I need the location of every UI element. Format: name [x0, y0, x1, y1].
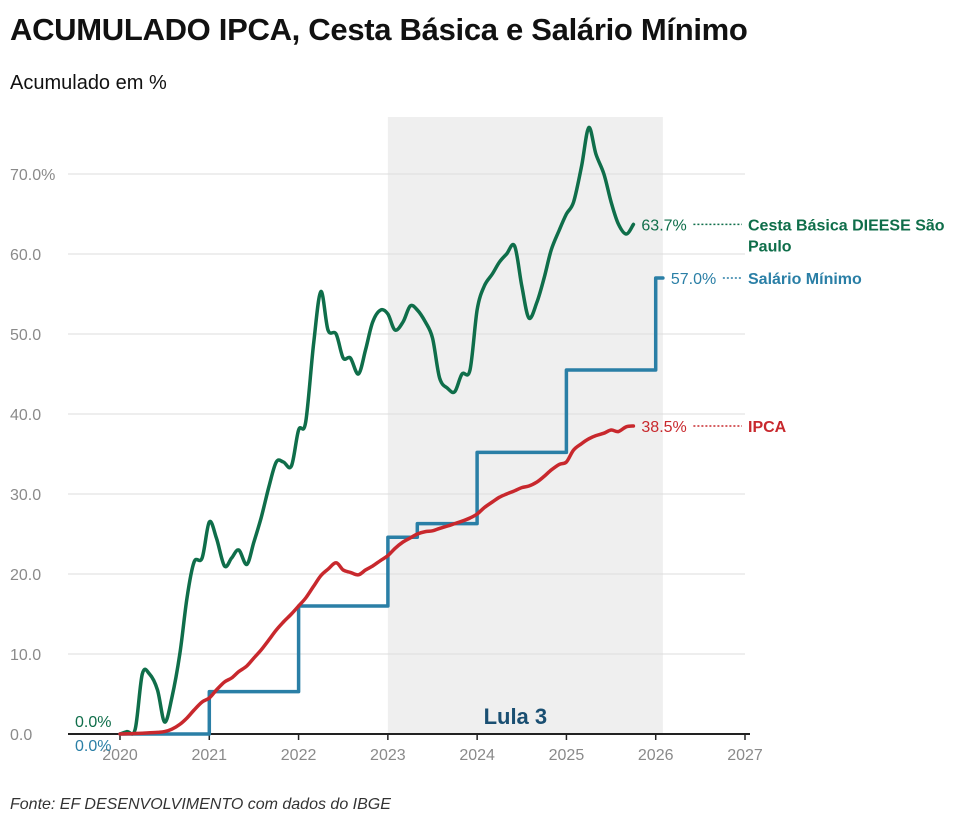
x-tick-label: 2027 — [727, 747, 763, 764]
source-note: Fonte: EF DESENVOLVIMENTO com dados do I… — [10, 796, 391, 813]
shaded-region-lula3 — [387, 117, 663, 734]
x-tick-label: 2025 — [549, 747, 585, 764]
x-axis-ticks: 2020 2021 2022 2023 2024 2025 2026 2027 — [102, 734, 763, 764]
x-tick-label: 2023 — [370, 747, 406, 764]
y-tick-label: 30.0 — [10, 487, 41, 504]
series-line-cesta-basica-dieese-sao-paulo — [118, 125, 636, 736]
y-tick-label: 20.0 — [10, 567, 41, 584]
shaded-region-label: Lula 3 — [484, 704, 548, 729]
series-name-label: Paulo — [748, 238, 792, 255]
y-tick-label: 40.0 — [10, 407, 41, 424]
series-name-label: Salário Mínimo — [748, 271, 862, 288]
y-tick-label: 50.0 — [10, 327, 41, 344]
x-tick-label: 2022 — [281, 747, 317, 764]
y-tick-label: 10.0 — [10, 647, 41, 664]
y-axis-ticks: 0.0 10.0 20.0 30.0 40.0 50.0 60.0 70.0% — [10, 167, 55, 744]
end-value-label: 63.7% — [641, 217, 686, 234]
y-tick-label: 70.0% — [10, 167, 55, 184]
x-tick-label: 2026 — [638, 747, 674, 764]
x-tick-label: 2024 — [459, 747, 495, 764]
series-lines — [118, 125, 665, 736]
series-labels: 63.7% Cesta Básica DIEESE São Paulo 57.0% Sa… — [75, 217, 945, 755]
series-line-salario-minimo — [118, 276, 665, 736]
end-value-label: 38.5% — [641, 419, 686, 436]
chart-title: ACUMULADO IPCA, Cesta Básica e Salário M… — [10, 12, 748, 47]
x-tick-label: 2021 — [191, 747, 227, 764]
series-name-label: IPCA — [748, 419, 787, 436]
y-tick-label: 0.0 — [10, 727, 32, 744]
series-name-label: Cesta Básica DIEESE São — [748, 217, 945, 234]
y-tick-label: 60.0 — [10, 247, 41, 264]
start-value-label: 0.0% — [75, 714, 111, 731]
chart-subtitle: Acumulado em % — [10, 72, 167, 94]
x-tick-label: 2020 — [102, 747, 138, 764]
start-value-label: 0.0% — [75, 738, 111, 755]
end-value-label: 57.0% — [671, 271, 716, 288]
series-line-ipca — [118, 424, 636, 736]
shaded-region-group: Lula 3 — [387, 117, 663, 734]
